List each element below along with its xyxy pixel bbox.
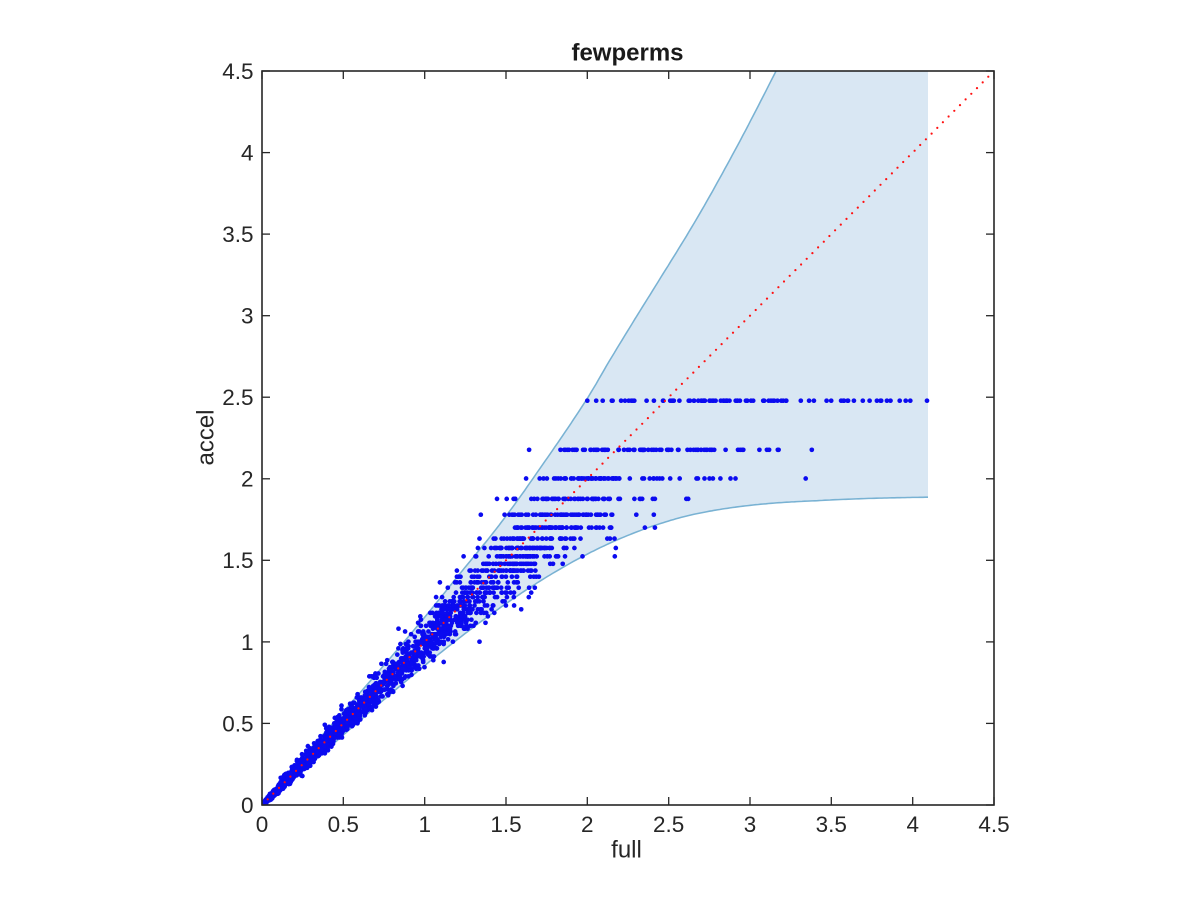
svg-text:3: 3 (744, 812, 757, 837)
svg-text:2.5: 2.5 (222, 385, 253, 410)
svg-text:4.5: 4.5 (978, 812, 1009, 837)
svg-text:3: 3 (241, 304, 254, 329)
svg-text:0.5: 0.5 (222, 711, 253, 736)
svg-text:2: 2 (241, 467, 254, 492)
svg-text:3.5: 3.5 (816, 812, 847, 837)
svg-text:1.5: 1.5 (222, 548, 253, 573)
svg-text:1.5: 1.5 (490, 812, 521, 837)
svg-text:4.5: 4.5 (222, 59, 253, 84)
svg-text:4: 4 (906, 812, 919, 837)
svg-text:1: 1 (418, 812, 431, 837)
svg-text:2.5: 2.5 (653, 812, 684, 837)
svg-text:0.5: 0.5 (328, 812, 359, 837)
svg-text:4: 4 (241, 141, 254, 166)
svg-text:fewperms: fewperms (571, 39, 683, 66)
svg-text:1: 1 (241, 630, 254, 655)
svg-text:0: 0 (256, 812, 269, 837)
svg-text:full: full (611, 837, 642, 864)
svg-text:2: 2 (581, 812, 594, 837)
svg-text:accel: accel (193, 409, 220, 465)
svg-text:3.5: 3.5 (222, 222, 253, 247)
svg-text:0: 0 (241, 793, 254, 818)
